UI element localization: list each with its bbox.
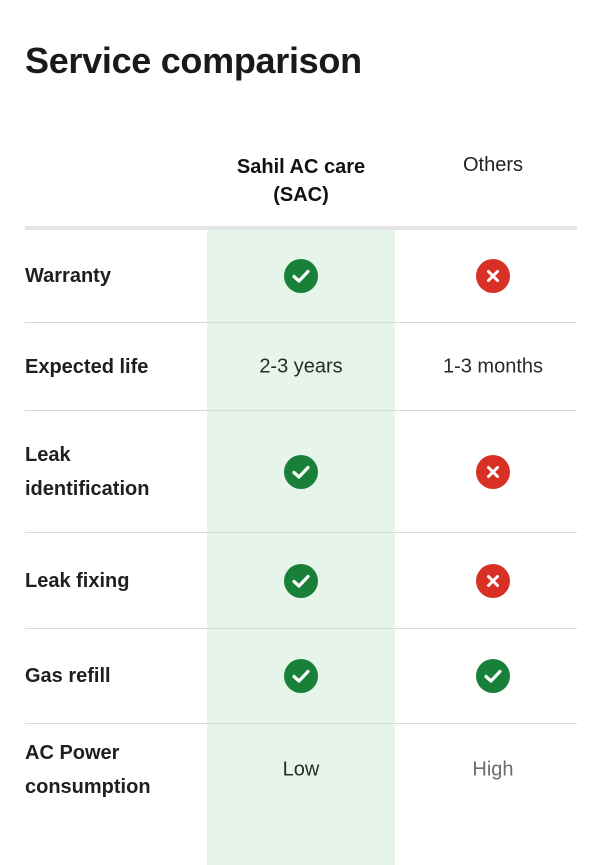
table-header: Sahil AC care (SAC) Others	[25, 130, 577, 230]
row-label: Leak identification	[25, 443, 150, 500]
check-icon	[284, 259, 318, 293]
cell-others	[395, 258, 591, 294]
comparison-table: Sahil AC care (SAC) Others Warranty Expe…	[25, 130, 577, 816]
row-label: AC Power consumption	[25, 742, 151, 798]
cell-value: Low	[282, 758, 320, 781]
check-icon	[284, 454, 318, 489]
cell-sac: Low	[207, 759, 395, 782]
cell-sac: 2-3 years	[207, 355, 395, 378]
check-icon	[284, 563, 318, 598]
cell-sac	[207, 258, 395, 294]
table-row: Expected life 2-3 years 1-3 months	[25, 323, 577, 411]
cell-others	[395, 563, 591, 599]
table-row: Warranty	[25, 230, 577, 323]
cross-icon	[476, 563, 510, 598]
table-row: AC Power consumption Low High	[25, 724, 577, 816]
cell-sac	[207, 454, 395, 490]
cell-value: High	[472, 758, 514, 781]
cell-sac	[207, 658, 395, 694]
page-title: Service comparison	[25, 40, 362, 81]
check-icon	[284, 659, 318, 693]
check-icon	[476, 659, 510, 693]
row-label: Gas refill	[25, 665, 111, 687]
table-row: Leak fixing	[25, 533, 577, 629]
cell-value: 2-3 years	[259, 355, 343, 377]
table-row: Leak identification	[25, 411, 577, 533]
cell-value: 1-3 months	[442, 355, 544, 377]
table-row: Gas refill	[25, 629, 577, 724]
row-label: Leak fixing	[25, 569, 130, 592]
sac-column-highlight	[207, 228, 395, 865]
cell-others: High	[395, 759, 591, 782]
cross-icon	[476, 454, 510, 489]
column-header-sac: Sahil AC care (SAC)	[236, 156, 366, 206]
cell-others	[395, 454, 591, 490]
cell-others	[395, 658, 591, 694]
column-header-others: Others	[462, 154, 524, 176]
row-label: Expected life	[25, 355, 149, 378]
cross-icon	[476, 259, 510, 293]
row-label: Warranty	[25, 265, 111, 287]
cell-sac	[207, 563, 395, 599]
cell-others: 1-3 months	[395, 355, 591, 378]
